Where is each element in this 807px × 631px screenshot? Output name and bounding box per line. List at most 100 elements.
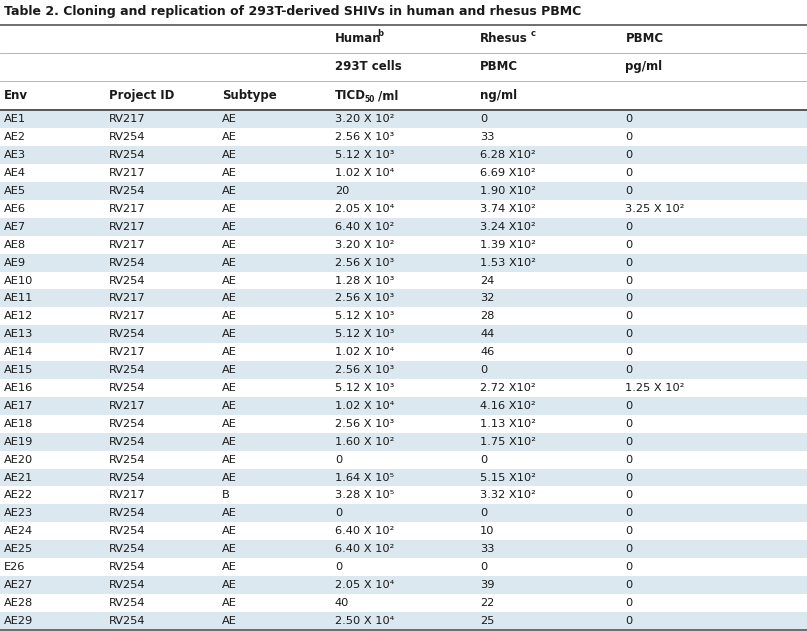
Text: RV217: RV217: [109, 204, 145, 214]
Text: 10: 10: [480, 526, 495, 536]
Text: 6.40 X 10²: 6.40 X 10²: [335, 222, 394, 232]
Text: 24: 24: [480, 276, 495, 285]
Bar: [0, 343, 807, 361]
Text: AE20: AE20: [4, 454, 33, 464]
Text: 0: 0: [480, 509, 487, 518]
Text: 1.28 X 10³: 1.28 X 10³: [335, 276, 395, 285]
Text: 0: 0: [625, 240, 633, 250]
Text: AE21: AE21: [4, 473, 33, 483]
Text: AE7: AE7: [4, 222, 26, 232]
Text: 0: 0: [625, 347, 633, 357]
Text: 1.90 X10²: 1.90 X10²: [480, 186, 536, 196]
Text: 0: 0: [625, 401, 633, 411]
Text: 0: 0: [480, 114, 487, 124]
Text: 0: 0: [335, 509, 342, 518]
Text: Rhesus: Rhesus: [480, 32, 528, 45]
Text: TICD: TICD: [335, 89, 366, 102]
Text: 2.05 X 10⁴: 2.05 X 10⁴: [335, 204, 394, 214]
Bar: [0, 469, 807, 487]
Text: 0: 0: [625, 293, 633, 304]
Text: AE24: AE24: [4, 526, 33, 536]
Text: 0: 0: [625, 598, 633, 608]
Text: 0: 0: [335, 562, 342, 572]
Bar: [0, 487, 807, 504]
Text: 2.56 X 10³: 2.56 X 10³: [335, 293, 394, 304]
Text: AE: AE: [222, 204, 236, 214]
Text: RV254: RV254: [109, 580, 145, 590]
Text: 2.05 X 10⁴: 2.05 X 10⁴: [335, 580, 394, 590]
Text: AE: AE: [222, 509, 236, 518]
Text: 1.02 X 10⁴: 1.02 X 10⁴: [335, 168, 394, 178]
Bar: [0, 254, 807, 271]
Text: 6.40 X 10²: 6.40 X 10²: [335, 526, 394, 536]
Text: 28: 28: [480, 311, 495, 321]
Bar: [0, 397, 807, 415]
Bar: [0, 182, 807, 200]
Text: RV217: RV217: [109, 293, 145, 304]
Text: 3.24 X10²: 3.24 X10²: [480, 222, 536, 232]
Text: 6.28 X10²: 6.28 X10²: [480, 150, 536, 160]
Text: AE22: AE22: [4, 490, 33, 500]
Text: AE6: AE6: [4, 204, 26, 214]
Text: 3.28 X 10⁵: 3.28 X 10⁵: [335, 490, 394, 500]
Text: 2.72 X10²: 2.72 X10²: [480, 383, 536, 393]
Text: 3.20 X 10²: 3.20 X 10²: [335, 240, 395, 250]
Text: RV254: RV254: [109, 526, 145, 536]
Text: 0: 0: [625, 186, 633, 196]
Text: RV254: RV254: [109, 598, 145, 608]
Text: AE14: AE14: [4, 347, 33, 357]
Bar: [0, 128, 807, 146]
Text: 0: 0: [625, 276, 633, 285]
Bar: [0, 379, 807, 397]
Text: RV254: RV254: [109, 365, 145, 375]
Text: AE: AE: [222, 293, 236, 304]
Text: 1.13 X10²: 1.13 X10²: [480, 419, 536, 429]
Text: Env: Env: [4, 89, 28, 102]
Text: RV254: RV254: [109, 257, 145, 268]
Text: 3.32 X10²: 3.32 X10²: [480, 490, 536, 500]
Text: AE: AE: [222, 473, 236, 483]
Text: 0: 0: [625, 616, 633, 626]
Text: 5.12 X 10³: 5.12 X 10³: [335, 150, 395, 160]
Text: 2.56 X 10³: 2.56 X 10³: [335, 419, 394, 429]
Text: 0: 0: [480, 454, 487, 464]
Bar: [0, 558, 807, 576]
Text: 44: 44: [480, 329, 495, 339]
Bar: [0, 307, 807, 326]
Bar: [0, 200, 807, 218]
Text: RV254: RV254: [109, 419, 145, 429]
Text: RV217: RV217: [109, 490, 145, 500]
Text: 33: 33: [480, 544, 495, 554]
Text: AE25: AE25: [4, 544, 33, 554]
Text: AE: AE: [222, 186, 236, 196]
Text: 4.16 X10²: 4.16 X10²: [480, 401, 536, 411]
Bar: [0, 110, 807, 128]
Text: 0: 0: [625, 454, 633, 464]
Text: AE: AE: [222, 383, 236, 393]
Bar: [0, 594, 807, 612]
Text: 2.50 X 10⁴: 2.50 X 10⁴: [335, 616, 394, 626]
Text: AE: AE: [222, 168, 236, 178]
Text: AE: AE: [222, 562, 236, 572]
Text: AE29: AE29: [4, 616, 33, 626]
Text: RV217: RV217: [109, 168, 145, 178]
Text: AE: AE: [222, 311, 236, 321]
Text: 0: 0: [625, 490, 633, 500]
Text: AE: AE: [222, 276, 236, 285]
Bar: [0, 451, 807, 469]
Text: 0: 0: [625, 311, 633, 321]
Bar: [0, 236, 807, 254]
Text: AE: AE: [222, 347, 236, 357]
Text: Table 2. Cloning and replication of 293T-derived SHIVs in human and rhesus PBMC: Table 2. Cloning and replication of 293T…: [4, 5, 581, 18]
Text: AE2: AE2: [4, 133, 26, 142]
Text: 0: 0: [625, 562, 633, 572]
Text: 293T cells: 293T cells: [335, 60, 402, 73]
Text: PBMC: PBMC: [480, 60, 518, 73]
Text: AE: AE: [222, 598, 236, 608]
Text: RV217: RV217: [109, 114, 145, 124]
Bar: [0, 504, 807, 522]
Text: AE19: AE19: [4, 437, 33, 447]
Text: 0: 0: [625, 473, 633, 483]
Bar: [0, 326, 807, 343]
Text: 0: 0: [625, 365, 633, 375]
